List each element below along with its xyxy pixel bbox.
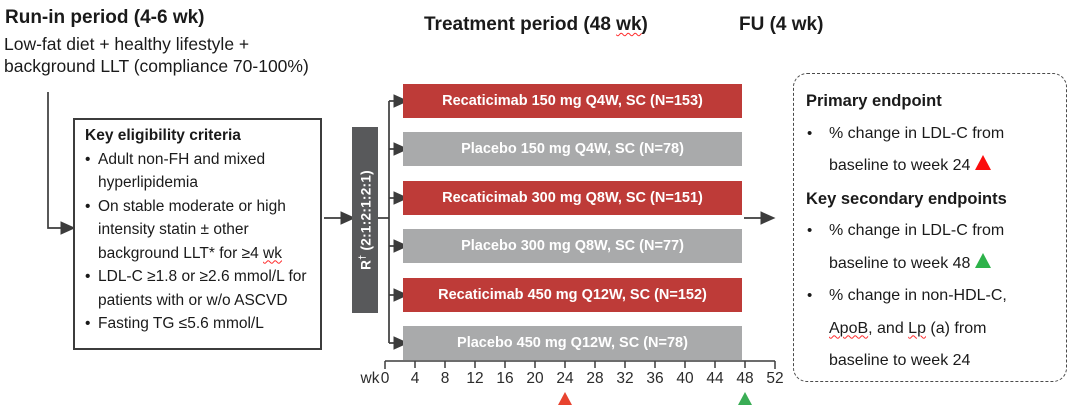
- arm-bar-recaticimab-300: Recaticimab 300 mg Q8W, SC (N=151): [403, 181, 742, 215]
- tick-label-24: 24: [556, 370, 574, 387]
- arm-bar-recaticimab-150: Recaticimab 150 mg Q4W, SC (N=153): [403, 84, 742, 118]
- run-in-line-2: background LLT (compliance 70-100%): [4, 55, 309, 76]
- week48-marker-icon: [738, 392, 752, 405]
- treatment-period-title: Treatment period (48 wk): [424, 14, 648, 35]
- eligibility-title: Key eligibility criteria: [85, 127, 241, 144]
- tick-label-4: 4: [410, 370, 420, 387]
- follow-up-title: FU (4 wk): [739, 14, 824, 35]
- arm-bar-placebo-150: Placebo 150 mg Q4W, SC (N=78): [403, 132, 742, 166]
- tick-label-28: 28: [586, 370, 604, 387]
- randomization-label: R† (2:1:2:1:2:1): [356, 170, 374, 270]
- run-in-description: Low-fat diet + healthy lifestyle + backg…: [4, 34, 309, 77]
- endpoints-box: Primary endpoint • % change in LDL-C fro…: [793, 73, 1067, 382]
- runin-to-eligibility-arrow: [47, 92, 76, 235]
- randomization-box: R† (2:1:2:1:2:1): [352, 127, 378, 313]
- eligibility-item-4: • Fasting TG ≤5.6 mmol/L: [85, 315, 264, 332]
- tick-label-16: 16: [496, 370, 514, 387]
- primary-endpoint-item: • % change in LDL-C from baseline to wee…: [807, 124, 1005, 175]
- tick-label-12: 12: [466, 370, 484, 387]
- tick-label-40: 40: [676, 370, 694, 387]
- secondary-endpoint-item-1: • % change in LDL-C from baseline to wee…: [807, 222, 1005, 272]
- eligibility-box: Key eligibility criteria • Adult non-FH …: [73, 118, 322, 350]
- eligibility-item-1: • Adult non-FH and mixed hyperlipidemia: [85, 150, 266, 192]
- timeline-unit-label: wk: [360, 370, 380, 387]
- tick-label-32: 32: [616, 370, 634, 387]
- eligibility-item-2: • On stable moderate or high intensity s…: [85, 197, 286, 262]
- arm-bar-placebo-300: Placebo 300 mg Q8W, SC (N=77): [403, 229, 742, 263]
- timeline-axis: [384, 360, 776, 369]
- run-in-period-title: Run-in period (4-6 wk): [5, 7, 205, 28]
- week24-marker-icon: [558, 392, 572, 405]
- green-triangle-icon: [975, 252, 992, 268]
- randomization-branch-lines: [378, 94, 409, 350]
- tick-label-8: 8: [440, 370, 450, 387]
- tick-label-0: 0: [380, 370, 390, 387]
- secondary-endpoints-title: Key secondary endpoints: [806, 189, 1007, 208]
- tick-label-44: 44: [706, 370, 724, 387]
- tick-label-48: 48: [736, 370, 754, 387]
- run-in-line-1: Low-fat diet + healthy lifestyle +: [4, 34, 250, 54]
- red-triangle-icon: [975, 155, 992, 170]
- arm-bar-placebo-450: Placebo 450 mg Q12W, SC (N=78): [403, 326, 742, 360]
- tick-label-20: 20: [526, 370, 544, 387]
- primary-endpoint-title: Primary endpoint: [806, 92, 942, 110]
- tick-label-36: 36: [646, 370, 664, 387]
- arm-bar-recaticimab-450: Recaticimab 450 mg Q12W, SC (N=152): [403, 278, 742, 312]
- eligibility-item-3: • LDL-C ≥1.8 or ≥2.6 mmol/L for patients…: [85, 268, 307, 309]
- tick-label-52: 52: [766, 370, 784, 387]
- secondary-endpoint-item-2: • % change in non-HDL-C, ApoB, and Lp (a…: [807, 287, 1007, 369]
